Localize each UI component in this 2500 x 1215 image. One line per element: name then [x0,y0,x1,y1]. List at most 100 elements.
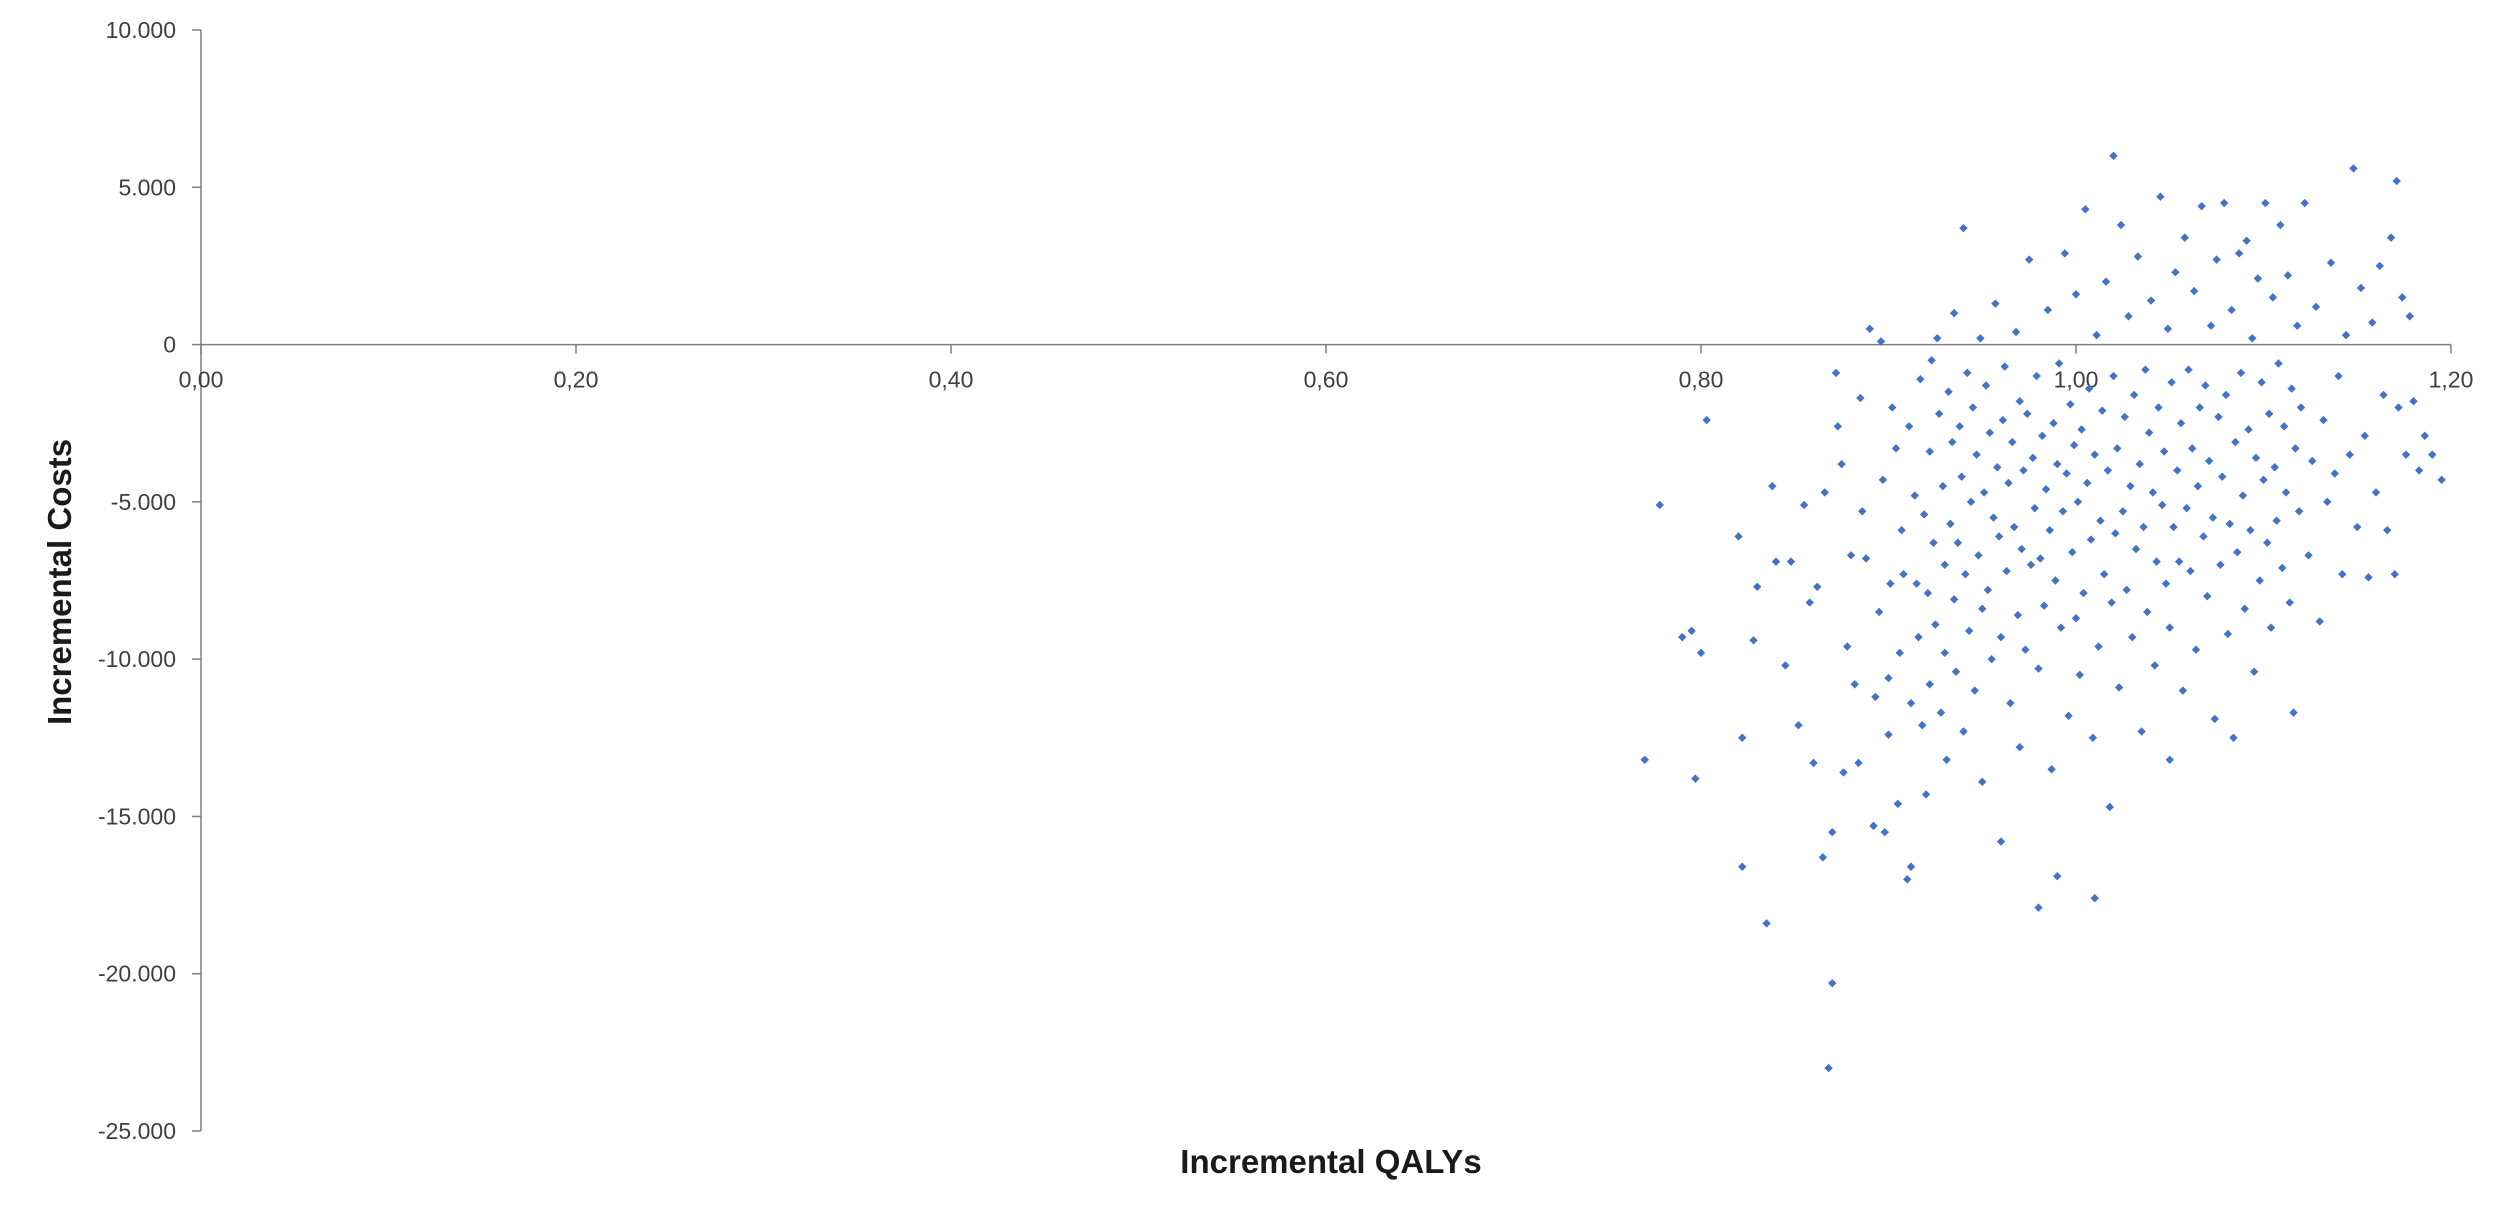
data-point [2287,384,2296,393]
data-point [2180,233,2189,242]
x-tick-label: 0,40 [929,367,974,393]
data-point [1996,837,2006,846]
data-point [2274,359,2283,368]
data-point [2283,271,2293,280]
data-point [1854,758,1863,768]
data-point [1981,381,1991,390]
data-point [2251,453,2261,463]
x-axis-title: Incremental QALYs [1180,1143,1481,1180]
data-point [1927,356,1936,365]
data-point [2096,516,2105,525]
data-point [2263,538,2272,547]
data-point [2113,444,2122,453]
data-point [2144,428,2154,437]
data-point [2073,497,2083,507]
data-point [2139,522,2148,532]
data-point [2236,368,2246,378]
data-point [2129,390,2139,400]
data-point [2184,365,2193,374]
x-tick-label: 0,20 [554,367,599,393]
data-point [2118,507,2128,516]
data-point [2004,478,2013,488]
data-point [2041,485,2051,494]
data-point [2039,601,2049,610]
data-point [2126,481,2135,491]
data-point [1655,500,1664,510]
data-point [1878,475,1888,485]
data-point [2032,371,2041,381]
data-point [2197,201,2206,211]
data-point [2069,441,2079,450]
data-point [2163,324,2173,334]
data-point [2214,412,2223,422]
x-ticks: 0,00 0,20 0,40 0,60 0,80 1,00 1,20 [179,344,2473,393]
data-point [1983,585,1993,595]
data-point [1968,403,1978,412]
data-point [1813,582,1822,591]
data-point [1786,557,1796,566]
data-point [2409,396,2418,406]
y-tick-label: -5.000 [111,489,176,515]
y-tick-label: -10.000 [98,646,176,672]
data-point [1799,500,1809,510]
data-point [2013,610,2023,620]
data-point [2326,258,2336,267]
y-tick-label: 0 [163,332,176,358]
data-point [2233,547,2242,557]
data-point [2266,623,2276,632]
data-point [2285,598,2294,607]
data-point [2383,525,2392,535]
data-point [2334,371,2343,381]
x-tick-label: 0,60 [1304,367,1349,393]
data-point [1987,654,1996,664]
data-point [2437,475,2446,485]
data-point [2259,475,2268,485]
data-point [2023,409,2032,418]
data-point [1895,648,1904,658]
data-point [1953,538,1963,547]
data-point [2204,456,2214,466]
data-point [2045,525,2054,535]
data-point [2120,412,2129,422]
data-point [2248,334,2257,343]
data-point [2161,579,2171,588]
data-point [2244,425,2253,434]
data-point [1929,538,1938,547]
data-point [2092,330,2101,340]
data-point [2135,459,2144,469]
data-point [2124,312,2133,321]
data-point [1993,463,2002,472]
data-point [2006,698,2015,708]
data-point [2034,664,2043,673]
data-point [1970,686,1979,695]
y-tick-label: -15.000 [98,803,176,829]
data-point [2238,491,2248,500]
data-point [1771,557,1781,566]
data-point [1944,387,1953,396]
data-point [2227,305,2236,315]
data-point [2116,220,2126,230]
axes: 10.000 5.000 0 -5.000 -10.000 -15.000 -20.000 -… [98,17,2473,1144]
data-point [2268,293,2278,302]
data-point [2030,503,2039,513]
data-point [2193,481,2203,491]
data-point [2165,755,2174,765]
data-point [2223,629,2233,639]
data-point [2090,450,2099,459]
data-point [2210,714,2219,724]
data-point [1910,491,1919,500]
data-point [2371,488,2381,497]
data-point [2019,466,2028,475]
data-point [2315,617,2324,626]
data-point [2028,453,2038,463]
data-point [1934,409,1944,418]
data-point [2159,447,2169,456]
y-tick-label: 5.000 [118,174,176,200]
data-point [1818,853,1828,862]
data-point [2291,444,2300,453]
data-point [1809,758,1818,768]
y-tick-label: 10.000 [106,17,176,43]
data-point [1948,437,1957,447]
data-point [1869,821,1878,831]
